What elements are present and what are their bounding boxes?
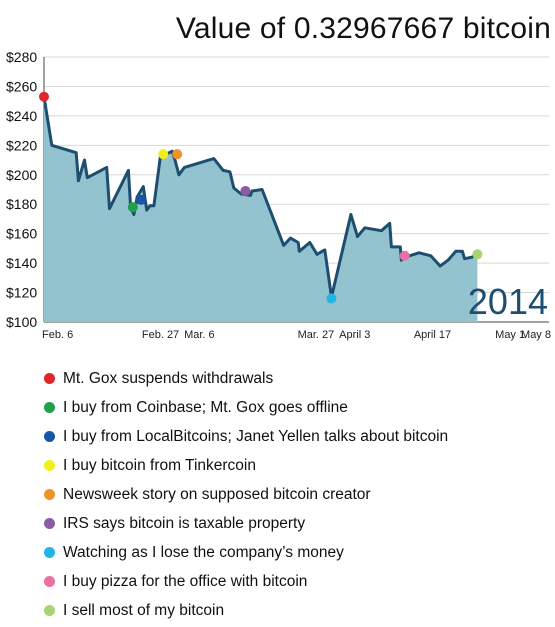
legend-item: Mt. Gox suspends withdrawals xyxy=(44,364,448,393)
legend-label: I buy bitcoin from Tinkercoin xyxy=(63,456,256,474)
legend-item: I buy bitcoin from Tinkercoin xyxy=(44,451,448,480)
value-area-fill xyxy=(44,96,478,322)
legend-dot-icon xyxy=(44,431,55,442)
x-tick-label: May 1 xyxy=(495,329,525,341)
event-marker-7 xyxy=(326,293,337,304)
x-tick-label: Feb. 27 xyxy=(142,329,179,341)
event-marker-3 xyxy=(136,194,147,205)
event-marker-9 xyxy=(472,249,483,260)
event-marker-6 xyxy=(240,185,251,196)
chart-title: Value of 0.32967667 bitcoin xyxy=(175,12,551,45)
legend-label: I buy pizza for the office with bitcoin xyxy=(63,572,308,590)
x-tick-label: Mar. 27 xyxy=(298,329,335,341)
legend-dot-icon xyxy=(44,373,55,384)
legend-item: I buy from Coinbase; Mt. Gox goes offlin… xyxy=(44,393,448,422)
legend-label: Watching as I lose the company’s money xyxy=(63,543,344,561)
legend-item: I buy pizza for the office with bitcoin xyxy=(44,567,448,596)
legend-label: I buy from LocalBitcoins; Janet Yellen t… xyxy=(63,427,449,445)
legend-label: I buy from Coinbase; Mt. Gox goes offlin… xyxy=(63,398,348,416)
y-tick-label: $240 xyxy=(6,108,37,124)
x-axis: Feb. 6 Feb. 27 Mar. 6 Mar. 27 April 3 April 1… xyxy=(42,329,551,341)
x-tick-label: Mar. 6 xyxy=(184,329,215,341)
event-marker-5 xyxy=(172,149,183,160)
legend-item: IRS says bitcoin is taxable property xyxy=(44,509,448,538)
legend-label: Newsweek story on supposed bitcoin creat… xyxy=(63,485,371,503)
legend-dot-icon xyxy=(44,460,55,471)
legend-label: I sell most of my bitcoin xyxy=(63,601,225,619)
x-tick-label: April 3 xyxy=(339,329,370,341)
legend-dot-icon xyxy=(44,489,55,500)
legend-item: Newsweek story on supposed bitcoin creat… xyxy=(44,480,448,509)
x-tick-label: April 17 xyxy=(414,329,451,341)
x-tick-label: Feb. 6 xyxy=(42,329,73,341)
y-tick-label: $160 xyxy=(6,226,37,242)
y-tick-label: $100 xyxy=(6,314,37,330)
legend-item: I buy from LocalBitcoins; Janet Yellen t… xyxy=(44,422,448,451)
legend-label: Mt. Gox suspends withdrawals xyxy=(63,369,274,387)
event-markers xyxy=(39,91,483,304)
y-tick-label: $280 xyxy=(6,49,37,65)
x-tick-label: May 8 xyxy=(521,329,551,341)
legend-item: Watching as I lose the company’s money xyxy=(44,538,448,567)
y-tick-label: $260 xyxy=(6,78,37,94)
legend-dot-icon xyxy=(44,576,55,587)
y-axis: $100 $120 $140 $160 $180 $200 $220 $240 $260 $280 xyxy=(6,49,37,330)
legend-dot-icon xyxy=(44,518,55,529)
event-marker-8 xyxy=(399,250,410,261)
y-tick-label: $120 xyxy=(6,285,37,301)
legend-label: IRS says bitcoin is taxable property xyxy=(63,514,306,532)
legend-dot-icon xyxy=(44,402,55,413)
event-marker-1 xyxy=(39,91,49,102)
y-tick-label: $140 xyxy=(6,255,37,271)
bitcoin-value-chart: $100 $120 $140 $160 $180 $200 $220 $240 $260 $280… xyxy=(6,49,551,341)
legend-dot-icon xyxy=(44,547,55,558)
event-marker-4 xyxy=(158,149,169,160)
y-tick-label: $200 xyxy=(6,167,37,183)
legend-dot-icon xyxy=(44,605,55,616)
y-tick-label: $180 xyxy=(6,196,37,212)
legend: Mt. Gox suspends withdrawals I buy from C… xyxy=(44,364,448,625)
event-marker-2 xyxy=(127,202,138,213)
legend-item: I sell most of my bitcoin xyxy=(44,596,448,625)
year-annotation: 2014 xyxy=(468,281,548,322)
y-tick-label: $220 xyxy=(6,137,37,153)
